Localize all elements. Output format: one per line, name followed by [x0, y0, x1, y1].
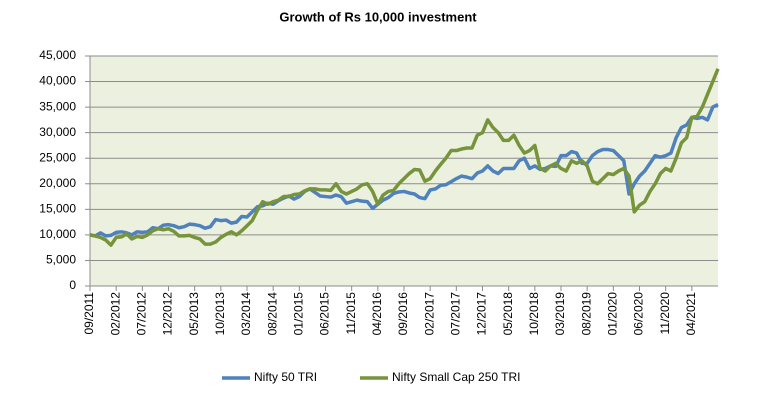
x-tick-label: 08/2014: [265, 292, 279, 336]
x-tick-label: 02/2012: [108, 292, 122, 336]
x-tick-label: 03/2019: [553, 292, 567, 336]
y-tick-label: 40,000: [39, 74, 76, 88]
x-tick-label: 06/2020: [632, 292, 646, 336]
x-tick-label: 08/2019: [579, 292, 593, 336]
x-tick-label: 01/2015: [292, 292, 306, 336]
y-tick-label: 15,000: [39, 202, 76, 216]
y-tick-label: 30,000: [39, 125, 76, 139]
x-tick-label: 07/2017: [449, 292, 463, 336]
y-tick-label: 35,000: [39, 99, 76, 113]
legend-label: Nifty Small Cap 250 TRI: [392, 370, 521, 384]
x-tick-label: 02/2017: [422, 292, 436, 336]
x-tick-label: 11/2020: [658, 292, 672, 335]
y-tick-label: 45,000: [39, 48, 76, 62]
x-tick-label: 05/2018: [501, 292, 515, 336]
y-tick-label: 5,000: [46, 253, 76, 267]
x-tick-label: 11/2015: [344, 292, 358, 335]
x-tick-label: 04/2021: [684, 292, 698, 336]
legend-label: Nifty 50 TRI: [254, 370, 317, 384]
y-tick-label: 20,000: [39, 176, 76, 190]
x-tick-label: 07/2012: [135, 292, 149, 336]
y-tick-label: 0: [69, 278, 76, 292]
y-tick-label: 25,000: [39, 150, 76, 164]
x-tick-label: 04/2016: [370, 292, 384, 336]
x-tick-label: 03/2014: [239, 292, 253, 336]
x-tick-label: 05/2013: [187, 292, 201, 336]
x-tick-label: 06/2015: [318, 292, 332, 336]
x-tick-label: 10/2013: [213, 292, 227, 336]
x-tick-label: 12/2012: [161, 292, 175, 336]
series-line: [89, 68, 720, 247]
chart-title: Growth of Rs 10,000 investment: [279, 9, 477, 24]
y-tick-label: 10,000: [39, 227, 76, 241]
x-tick-label: 01/2020: [606, 292, 620, 336]
x-tick-label: 12/2017: [475, 292, 489, 336]
x-tick-label: 09/2011: [82, 292, 96, 335]
x-tick-label: 10/2018: [527, 292, 541, 336]
plot-area: [90, 56, 718, 286]
x-tick-label: 09/2016: [396, 292, 410, 336]
series-line: [89, 102, 719, 238]
